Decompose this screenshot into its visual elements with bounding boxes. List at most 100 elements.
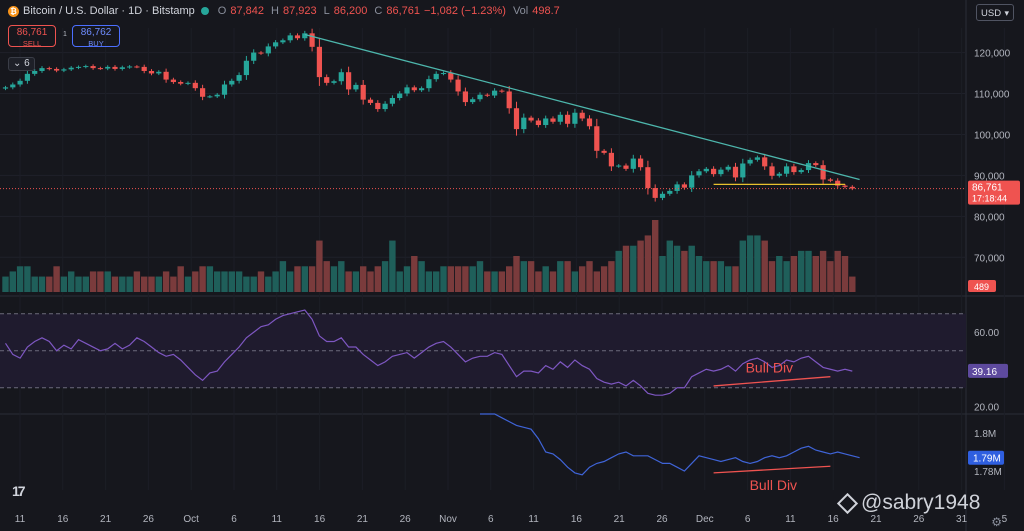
close-label: C bbox=[374, 5, 383, 17]
candle bbox=[696, 171, 702, 176]
volume-bar bbox=[805, 250, 812, 292]
volume-bar bbox=[381, 261, 389, 292]
volume-bar bbox=[360, 266, 367, 292]
candle bbox=[462, 91, 468, 103]
volume-bar bbox=[527, 261, 535, 292]
close-value: 86,761 bbox=[386, 5, 420, 17]
time-tick-label: 6 bbox=[488, 514, 494, 525]
volume-bar bbox=[68, 271, 75, 292]
volume-bar bbox=[768, 261, 776, 292]
candle bbox=[638, 158, 644, 168]
candle bbox=[579, 112, 585, 119]
time-tick-label: 6 bbox=[745, 514, 751, 525]
volume-bar bbox=[812, 256, 819, 292]
volume-bar bbox=[75, 276, 82, 292]
candle bbox=[360, 84, 366, 100]
volume-bar bbox=[454, 266, 462, 292]
candle bbox=[148, 70, 155, 74]
volume-bar bbox=[644, 235, 652, 292]
candle bbox=[711, 168, 717, 175]
candle bbox=[791, 166, 797, 173]
rsi-tick-label: 20.00 bbox=[974, 402, 999, 413]
volume-bar bbox=[834, 250, 841, 292]
candle bbox=[492, 90, 498, 96]
time-tick-label: 21 bbox=[357, 514, 369, 525]
volume-bar bbox=[411, 256, 418, 292]
candle bbox=[470, 99, 476, 103]
buy-button[interactable]: 86,762 BUY bbox=[72, 25, 120, 48]
gear-icon[interactable]: ⚙ bbox=[991, 515, 1002, 529]
candle bbox=[440, 73, 447, 75]
time-tick-label: 26 bbox=[913, 514, 925, 525]
candle bbox=[528, 117, 534, 121]
candle bbox=[835, 180, 841, 186]
volume-bar bbox=[659, 256, 666, 292]
high-value: 87,923 bbox=[282, 5, 317, 17]
candle bbox=[236, 75, 242, 81]
candle bbox=[207, 96, 213, 98]
rsi-value-badge bbox=[968, 363, 1008, 378]
volume-bar bbox=[287, 271, 294, 292]
symbol-title[interactable]: Bitcoin / U.S. Dollar · 1D · Bitstamp bbox=[23, 5, 195, 17]
candle bbox=[17, 80, 23, 85]
volume-bar bbox=[542, 266, 549, 292]
candle bbox=[346, 72, 352, 90]
candle bbox=[324, 77, 330, 83]
candle bbox=[667, 190, 673, 194]
sell-button[interactable]: 86,761 SELL bbox=[8, 25, 56, 48]
candle bbox=[134, 66, 140, 68]
indicators-toggle[interactable]: ⌄ 6 bbox=[8, 57, 35, 71]
candle bbox=[659, 193, 666, 198]
candle bbox=[513, 108, 520, 130]
volume-bar bbox=[16, 266, 24, 292]
currency-select[interactable]: USD bbox=[976, 4, 1014, 22]
price-tick-label: 100,000 bbox=[974, 130, 1011, 141]
volume-bar bbox=[367, 271, 374, 292]
volume-bar bbox=[141, 276, 148, 292]
candle bbox=[586, 118, 593, 127]
volume-bar bbox=[228, 271, 235, 292]
volume-bar bbox=[703, 261, 710, 292]
candle bbox=[550, 118, 556, 122]
volume-bar bbox=[717, 261, 725, 292]
volume-bar bbox=[849, 276, 856, 292]
volume-bar bbox=[104, 271, 111, 292]
tradingview-logo[interactable]: 17 bbox=[12, 483, 26, 499]
candle bbox=[331, 81, 337, 83]
candle bbox=[616, 165, 622, 167]
vol-label: Vol bbox=[512, 5, 529, 17]
candle bbox=[557, 114, 563, 122]
volume-bar bbox=[681, 250, 688, 292]
volume-bar bbox=[425, 271, 433, 292]
volume-bar bbox=[520, 261, 527, 292]
candle bbox=[243, 60, 249, 76]
price-tick-label: 70,000 bbox=[974, 253, 1005, 264]
chart-header: ₿ Bitcoin / U.S. Dollar · 1D · Bitstamp … bbox=[8, 5, 560, 17]
candle bbox=[2, 87, 9, 89]
candle bbox=[820, 165, 826, 180]
volume-bar bbox=[513, 256, 520, 292]
candle bbox=[419, 88, 425, 91]
volume-bar bbox=[38, 276, 46, 292]
obv-value-badge bbox=[968, 450, 1004, 465]
volume-bar bbox=[46, 276, 53, 292]
candle bbox=[681, 184, 687, 188]
candle bbox=[39, 68, 45, 71]
volume-bar bbox=[111, 276, 119, 292]
candle bbox=[776, 173, 782, 176]
vol-value: 498.7 bbox=[532, 5, 560, 17]
volume-bar bbox=[469, 266, 476, 292]
volume-bar bbox=[462, 266, 469, 292]
volume-bar bbox=[418, 261, 425, 292]
candle bbox=[397, 93, 403, 99]
candle bbox=[163, 71, 169, 80]
time-tick-label: 31 bbox=[956, 514, 968, 525]
candle bbox=[170, 79, 176, 83]
candle bbox=[813, 163, 819, 166]
volume-bar bbox=[637, 240, 644, 292]
high-label: H bbox=[271, 5, 279, 17]
volume-bar bbox=[761, 240, 768, 292]
candle bbox=[484, 94, 490, 96]
candle bbox=[214, 94, 220, 97]
